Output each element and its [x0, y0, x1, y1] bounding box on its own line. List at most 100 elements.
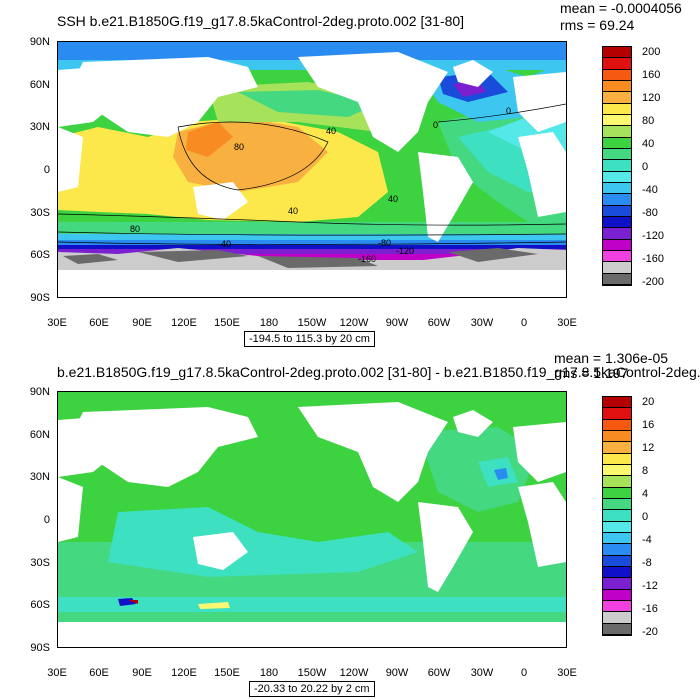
- mean-stat: mean = 1.306e-05: [554, 350, 669, 366]
- legend-swatch: [603, 555, 631, 567]
- legend-swatch: [603, 453, 631, 465]
- greenland-land: [453, 60, 493, 87]
- legend-label: 0: [642, 511, 649, 523]
- legend-label: -120: [642, 230, 665, 242]
- legend-swatch: [603, 216, 631, 229]
- contour-label: 80: [130, 224, 140, 234]
- legend-swatch: [603, 171, 631, 183]
- lon-label: 150W: [297, 667, 327, 679]
- legend-swatch: [603, 419, 631, 431]
- legend-swatch: [603, 408, 631, 420]
- legend-swatch: [603, 612, 631, 624]
- legend-label: -8: [642, 557, 652, 569]
- difference-map-svg: [58, 392, 566, 647]
- difference-map: [57, 391, 567, 648]
- legend-label: 40: [642, 138, 655, 150]
- legend-label: 80: [642, 115, 655, 127]
- legend-label: -12: [642, 580, 658, 592]
- legend-swatch: [603, 148, 631, 161]
- lon-label: 120E: [171, 317, 197, 329]
- lon-label: 120W: [339, 667, 369, 679]
- legend-swatch: [603, 498, 631, 511]
- legend-swatch: [603, 600, 631, 613]
- legend-label: 200: [642, 46, 661, 58]
- lat-label: 60N: [29, 429, 50, 441]
- lat-label: 90S: [30, 292, 50, 304]
- legend-swatch: [603, 80, 631, 93]
- legend-label: -80: [642, 207, 658, 219]
- legend-swatch: [603, 92, 631, 104]
- legend-swatch: [603, 397, 631, 409]
- lon-label: 90E: [132, 317, 152, 329]
- legend-swatch: [603, 250, 631, 263]
- legend-label: -40: [642, 184, 658, 196]
- contour-range-box: -194.5 to 115.3 by 20 cm: [244, 331, 375, 347]
- lat-label: 0: [43, 514, 50, 526]
- legend-swatch: [603, 623, 631, 635]
- legend-swatch: [603, 532, 631, 545]
- lon-label: 150E: [214, 317, 240, 329]
- contour-label: 0: [506, 106, 511, 116]
- contour-range-box: -20.33 to 20.22 by 2 cm: [249, 681, 375, 697]
- rms-stat: rms = 1.197: [554, 365, 629, 381]
- lon-label: 120W: [339, 317, 369, 329]
- contour-label: -160: [358, 254, 376, 264]
- lon-label: 60W: [427, 667, 451, 679]
- lat-label: 30N: [29, 471, 50, 483]
- legend-swatch: [603, 476, 631, 488]
- eurasia-land: [68, 57, 258, 137]
- contour-label: 80: [234, 142, 244, 152]
- lon-label: 0: [520, 317, 528, 329]
- legend-label: 120: [642, 92, 661, 104]
- lon-label: 120E: [171, 667, 197, 679]
- legend-swatch: [603, 160, 631, 172]
- legend-label: 160: [642, 69, 661, 81]
- legend-swatch: [603, 103, 631, 115]
- contour-label: 40: [326, 126, 336, 136]
- legend-label: -4: [642, 534, 652, 546]
- legend-swatch: [603, 137, 631, 149]
- legend-swatch: [603, 262, 631, 274]
- legend-label: 16: [642, 419, 655, 431]
- legend-swatch: [603, 589, 631, 601]
- lon-label: 60E: [89, 667, 109, 679]
- legend-swatch: [603, 521, 631, 533]
- lon-label: 30E: [47, 317, 67, 329]
- lon-label: 60W: [427, 317, 451, 329]
- difference-panel: b.e21.B1850G.f19_g17.8.5kaControl-2deg.p…: [0, 350, 700, 700]
- lon-label: 150E: [214, 667, 240, 679]
- lon-label: 0: [520, 667, 528, 679]
- lon-label: 90E: [132, 667, 152, 679]
- south-america-land: [418, 152, 473, 242]
- lat-label: 60N: [29, 79, 50, 91]
- rms-stat: rms = 69.24: [560, 17, 635, 33]
- legend-swatch: [603, 228, 631, 240]
- legend-swatch: [603, 578, 631, 590]
- legend-swatch: [603, 510, 631, 522]
- legend-swatch: [603, 544, 631, 556]
- lon-label: 180: [259, 667, 279, 679]
- lon-label: 30E: [557, 317, 577, 329]
- legend-label: -200: [642, 276, 665, 288]
- legend-label: -16: [642, 603, 658, 615]
- legend-swatch: [603, 69, 631, 81]
- legend-swatch: [603, 182, 631, 195]
- legend-swatch: [603, 442, 631, 454]
- legend-swatch: [603, 430, 631, 443]
- legend-label: -160: [642, 253, 665, 265]
- legend-label: -20: [642, 626, 658, 638]
- lon-label: 90W: [385, 317, 409, 329]
- legend-swatch: [603, 205, 631, 217]
- legend-swatch: [603, 566, 631, 579]
- ssh-map: 80 40 0 40 80 -40 -80 -120 -160 40 0: [57, 41, 567, 298]
- contour-label: 40: [388, 194, 398, 204]
- lat-label: 30N: [29, 121, 50, 133]
- panel-title: b.e21.B1850G.f19_g17.8.5kaControl-2deg.p…: [57, 364, 700, 380]
- legend-swatch: [603, 58, 631, 70]
- lat-label: 90N: [29, 386, 50, 398]
- legend-label: 20: [642, 396, 655, 408]
- legend-label: 8: [642, 465, 649, 477]
- panel-title: SSH b.e21.B1850G.f19_g17.8.5kaControl-2d…: [57, 13, 465, 29]
- legend-swatch: [603, 114, 631, 127]
- legend-swatch: [603, 47, 631, 59]
